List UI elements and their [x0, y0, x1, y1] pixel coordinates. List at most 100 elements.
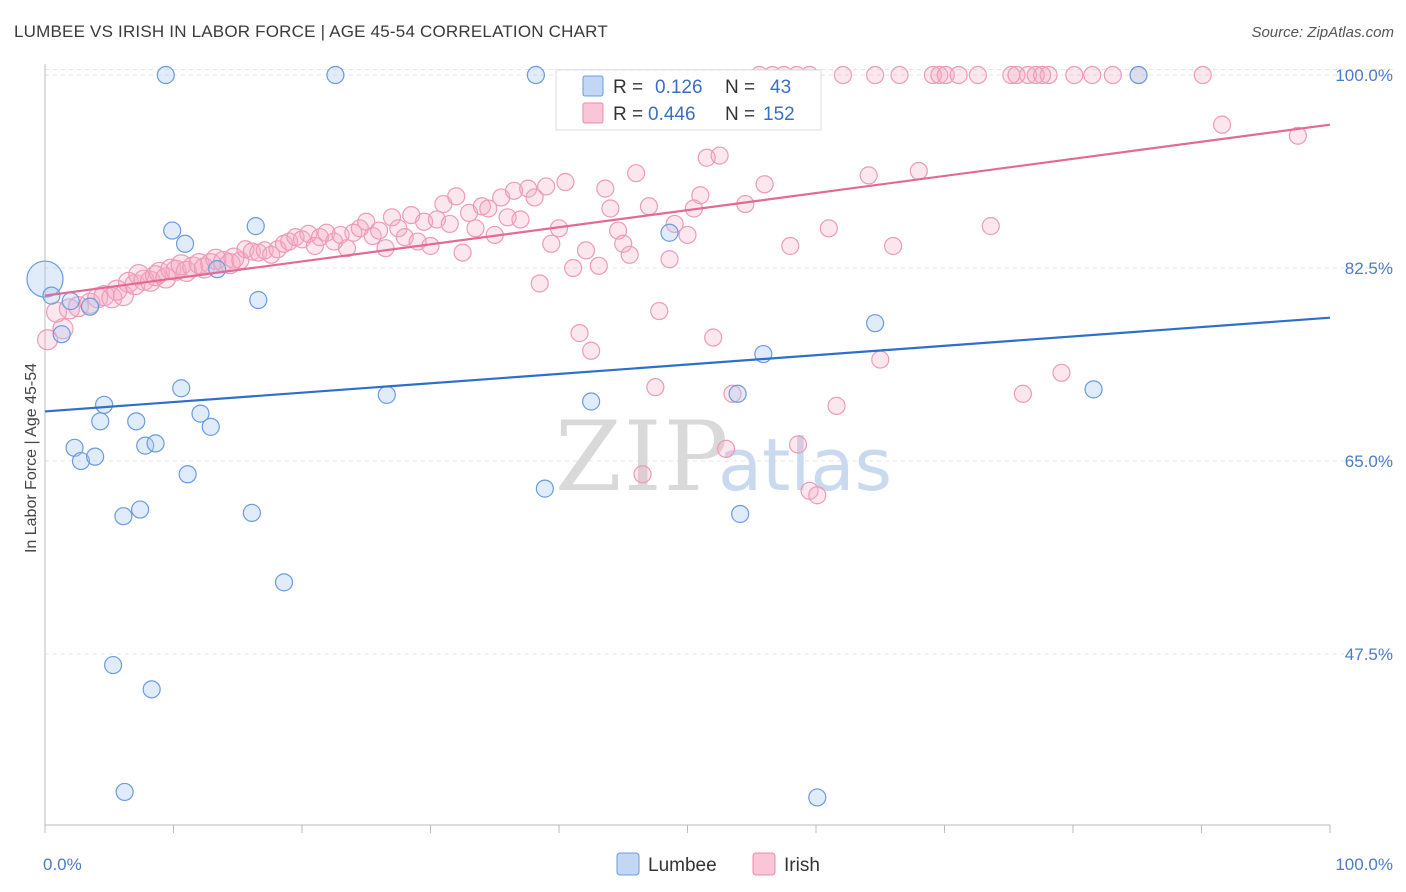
irish-point — [1039, 65, 1058, 85]
y-tick-label: 47.5% — [1345, 645, 1393, 664]
irish-point — [542, 234, 561, 253]
lumbee-point — [80, 297, 100, 316]
irish-point — [453, 243, 472, 262]
irish-point — [440, 214, 459, 234]
lumbee-point — [242, 503, 261, 522]
lumbee-point — [208, 260, 227, 279]
irish-point — [525, 188, 544, 207]
irish-point — [1052, 363, 1071, 382]
irish-point — [639, 197, 659, 216]
irish-point — [859, 166, 878, 185]
lumbee-point — [104, 655, 123, 675]
irish-point — [596, 179, 615, 198]
lumbee-point — [249, 290, 268, 310]
irish-point — [833, 65, 853, 85]
irish-point — [1065, 65, 1084, 85]
irish-point — [650, 301, 669, 321]
lumbee-point — [127, 412, 146, 431]
watermark: ZIP atlas — [555, 401, 892, 513]
irish-point — [691, 186, 710, 205]
irish-point — [556, 172, 575, 192]
lumbee-point — [175, 234, 195, 253]
irish-point — [866, 65, 885, 85]
lumbee-point — [178, 465, 197, 484]
irish-point — [93, 285, 115, 307]
lumbee-point — [163, 221, 182, 240]
x-tick-label: 100.0% — [1335, 855, 1393, 874]
irish-point — [1007, 65, 1026, 85]
irish-point — [242, 242, 261, 261]
irish-point — [570, 324, 589, 343]
lumbee-point — [95, 395, 114, 414]
irish-point — [660, 250, 679, 269]
irish-point — [466, 219, 485, 238]
lumbee-point — [114, 507, 133, 526]
irish-point — [447, 187, 466, 206]
lumbee-point — [1084, 380, 1103, 399]
irish-point — [58, 298, 81, 320]
irish-point — [626, 164, 646, 183]
irish-point — [1026, 65, 1045, 85]
x-tick-labels: 0.0% 100.0% — [43, 855, 1393, 874]
y-tick-label: 100.0% — [1335, 66, 1393, 85]
y-tick-label: 65.0% — [1345, 452, 1393, 471]
lumbee-point — [91, 412, 110, 431]
series-legend-swatch-irish — [752, 852, 776, 876]
irish-point — [52, 318, 74, 340]
irish-point — [788, 435, 808, 454]
legend-n-label-lumbee: N = — [725, 77, 755, 98]
irish-trend-line — [44, 123, 1331, 297]
axes — [44, 64, 1331, 833]
lumbee-point — [582, 392, 601, 411]
lumbee-point — [142, 680, 161, 699]
irish-point — [382, 208, 402, 227]
chart-title: LUMBEE VS IRISH IN LABOR FORCE | AGE 45-… — [14, 22, 608, 41]
irish-point — [511, 210, 530, 229]
irish-point — [614, 234, 633, 253]
irish-point — [36, 329, 59, 351]
watermark-zip: ZIP — [555, 401, 730, 513]
irish-point — [1193, 65, 1212, 85]
irish-point — [909, 161, 928, 181]
lumbee-point — [71, 451, 91, 471]
series-legend-swatch-lumbee — [616, 852, 640, 876]
lumbee-point — [146, 434, 165, 453]
lumbee-point — [728, 384, 747, 403]
lumbee-point — [130, 500, 150, 519]
lumbee-point — [731, 504, 750, 524]
legend-swatch-lumbee — [582, 75, 604, 97]
irish-point — [530, 274, 549, 293]
irish-point — [808, 486, 827, 505]
lumbee-point — [246, 217, 265, 236]
irish-point — [949, 65, 968, 85]
lumbee-point — [535, 479, 554, 498]
lumbee-point — [86, 447, 105, 466]
irish-point — [936, 65, 955, 85]
legend-r-value-irish: 0.446 — [648, 104, 696, 125]
lumbee-point — [52, 325, 71, 344]
series-legend: Lumbee Irish — [616, 852, 820, 876]
irish-point — [871, 350, 890, 369]
source-label: Source: ZipAtlas.com — [1251, 24, 1394, 41]
irish-point — [576, 241, 596, 260]
stats-legend: R = 0.126 N = 43 R = 0.446 N = 152 — [555, 69, 822, 131]
legend-swatch-irish — [582, 102, 604, 124]
legend-n-value-lumbee: 43 — [770, 77, 791, 98]
lumbee-point — [866, 314, 885, 333]
lumbee-point — [808, 788, 827, 807]
legend-r-label-irish: R = — [613, 104, 643, 125]
lumbee-point — [156, 65, 175, 85]
irish-point — [819, 219, 838, 238]
irish-point — [890, 65, 909, 85]
irish-point — [1083, 65, 1102, 85]
irish-points — [36, 65, 1307, 505]
y-axis-label: In Labor Force | Age 45-54 — [23, 363, 40, 553]
lumbee-points — [26, 65, 1148, 807]
irish-point — [923, 65, 943, 85]
irish-point — [564, 258, 583, 278]
irish-point — [1013, 384, 1032, 403]
irish-point — [633, 465, 652, 484]
series-legend-label-lumbee: Lumbee — [648, 855, 717, 876]
lumbee-point — [1129, 65, 1148, 85]
irish-point — [589, 256, 608, 275]
